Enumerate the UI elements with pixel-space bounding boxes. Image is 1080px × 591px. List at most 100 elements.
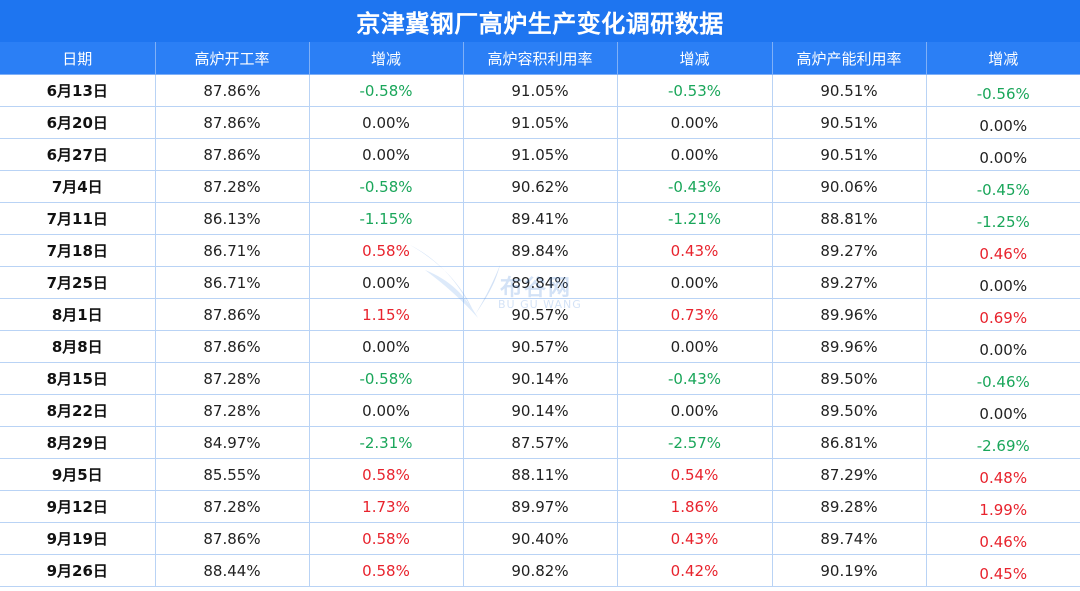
cell-operating-rate: 87.86% [155,298,310,331]
cell-operating-rate: 87.86% [155,74,310,107]
cell-operating-rate: 86.13% [155,202,310,235]
cell-volume-utilization: 88.11% [463,458,618,491]
cell-date: 9月19日 [0,522,156,555]
header-row: 日期 高炉开工率 增减 高炉容积利用率 增减 高炉产能利用率 增减 [0,42,1080,75]
cell-volume-change: -0.53% [617,74,773,107]
cell-volume-utilization: 90.57% [463,298,618,331]
cell-date: 7月18日 [0,234,156,267]
cell-capacity-utilization: 89.50% [772,394,927,427]
column-header-operating-change: 增减 [309,42,464,75]
cell-capacity-change: -1.25% [926,202,1080,235]
cell-volume-utilization: 89.84% [463,266,618,299]
cell-date: 8月29日 [0,426,156,459]
cell-volume-change: 0.00% [617,330,773,363]
cell-volume-utilization: 90.57% [463,330,618,363]
cell-volume-utilization: 90.40% [463,522,618,555]
cell-capacity-utilization: 89.96% [772,298,927,331]
cell-volume-change: 0.54% [617,458,773,491]
cell-capacity-utilization: 86.81% [772,426,927,459]
cell-operating-rate: 87.86% [155,106,310,139]
table-row: 9月26日 88.44% 0.58% 90.82% 0.42% 90.19% 0.45% [0,554,1080,587]
cell-operating-rate: 87.86% [155,522,310,555]
cell-volume-change: 0.43% [617,234,773,267]
cell-capacity-utilization: 90.06% [772,170,927,203]
cell-capacity-utilization: 90.51% [772,138,927,171]
cell-operating-change: 0.00% [309,138,464,171]
column-header-volume-utilization: 高炉容积利用率 [463,42,618,75]
page-title: 京津冀钢厂高炉生产变化调研数据 [0,0,1080,42]
cell-capacity-change: 0.00% [926,266,1080,299]
cell-capacity-change: 0.00% [926,106,1080,139]
cell-volume-change: 0.00% [617,138,773,171]
cell-capacity-utilization: 88.81% [772,202,927,235]
table-row: 7月18日 86.71% 0.58% 89.84% 0.43% 89.27% 0.46% [0,234,1080,267]
cell-date: 6月20日 [0,106,156,139]
cell-capacity-utilization: 89.27% [772,266,927,299]
cell-capacity-utilization: 90.51% [772,106,927,139]
cell-operating-rate: 87.28% [155,490,310,523]
cell-operating-change: 1.15% [309,298,464,331]
cell-capacity-utilization: 90.51% [772,74,927,107]
cell-capacity-change: 0.45% [926,554,1080,587]
cell-capacity-change: 0.48% [926,458,1080,491]
cell-capacity-change: 0.69% [926,298,1080,331]
cell-operating-change: -0.58% [309,74,464,107]
cell-operating-rate: 86.71% [155,234,310,267]
column-header-operating-rate: 高炉开工率 [155,42,310,75]
cell-volume-utilization: 89.84% [463,234,618,267]
cell-volume-utilization: 90.14% [463,362,618,395]
cell-capacity-utilization: 89.50% [772,362,927,395]
table-row: 7月25日 86.71% 0.00% 89.84% 0.00% 89.27% 0.00% [0,266,1080,299]
cell-volume-utilization: 91.05% [463,74,618,107]
cell-operating-rate: 88.44% [155,554,310,587]
cell-volume-change: 0.00% [617,266,773,299]
cell-date: 8月8日 [0,330,156,363]
column-header-capacity-utilization: 高炉产能利用率 [772,42,927,75]
table-row: 6月27日 87.86% 0.00% 91.05% 0.00% 90.51% 0.00% [0,138,1080,171]
cell-volume-change: 0.73% [617,298,773,331]
table-row: 6月20日 87.86% 0.00% 91.05% 0.00% 90.51% 0.00% [0,106,1080,139]
table-row: 8月15日 87.28% -0.58% 90.14% -0.43% 89.50% -0.46… [0,362,1080,395]
cell-operating-rate: 87.28% [155,170,310,203]
cell-volume-change: 1.86% [617,490,773,523]
cell-volume-change: 0.00% [617,106,773,139]
table-row: 8月29日 84.97% -2.31% 87.57% -2.57% 86.81% -2.69… [0,426,1080,459]
cell-capacity-utilization: 89.74% [772,522,927,555]
cell-capacity-change: -0.46% [926,362,1080,395]
cell-operating-rate: 87.28% [155,394,310,427]
column-header-capacity-change: 增减 [926,42,1080,75]
cell-date: 7月11日 [0,202,156,235]
cell-operating-rate: 87.28% [155,362,310,395]
cell-volume-change: 0.42% [617,554,773,587]
cell-date: 9月12日 [0,490,156,523]
table-row: 8月1日 87.86% 1.15% 90.57% 0.73% 89.96% 0.69% [0,298,1080,331]
cell-volume-utilization: 90.62% [463,170,618,203]
cell-operating-change: 0.58% [309,458,464,491]
cell-volume-utilization: 91.05% [463,138,618,171]
cell-operating-change: 0.58% [309,554,464,587]
blast-furnace-table: 日期 高炉开工率 增减 高炉容积利用率 增减 高炉产能利用率 增减 6月13日 8… [0,42,1080,587]
cell-capacity-utilization: 89.28% [772,490,927,523]
cell-capacity-change: -0.56% [926,74,1080,107]
cell-volume-change: -2.57% [617,426,773,459]
cell-volume-change: 0.00% [617,394,773,427]
cell-date: 8月15日 [0,362,156,395]
cell-capacity-utilization: 87.29% [772,458,927,491]
cell-operating-change: -2.31% [309,426,464,459]
cell-operating-change: -1.15% [309,202,464,235]
cell-operating-change: 0.00% [309,106,464,139]
cell-date: 9月5日 [0,458,156,491]
table-row: 9月5日 85.55% 0.58% 88.11% 0.54% 87.29% 0.48% [0,458,1080,491]
cell-date: 7月25日 [0,266,156,299]
cell-volume-utilization: 87.57% [463,426,618,459]
cell-operating-change: 1.73% [309,490,464,523]
cell-operating-change: 0.00% [309,330,464,363]
cell-capacity-change: 0.00% [926,394,1080,427]
cell-capacity-change: 0.00% [926,138,1080,171]
cell-volume-utilization: 90.14% [463,394,618,427]
column-header-date: 日期 [0,42,156,75]
cell-date: 7月4日 [0,170,156,203]
cell-capacity-change: -0.45% [926,170,1080,203]
cell-capacity-change: 0.46% [926,522,1080,555]
cell-operating-rate: 84.97% [155,426,310,459]
